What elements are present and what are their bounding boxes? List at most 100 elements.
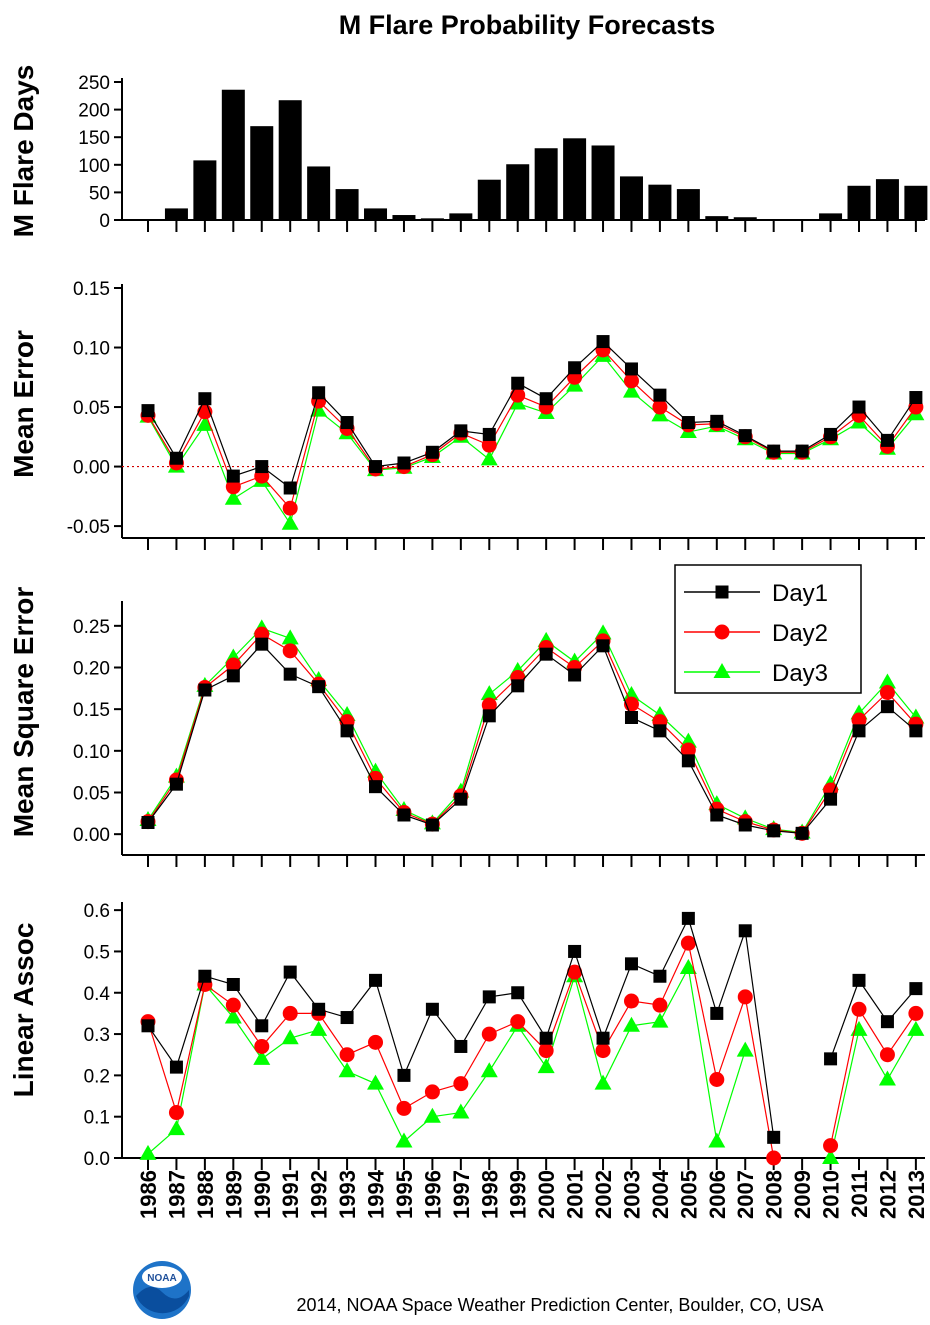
x-tick-label: 2009 — [790, 1170, 815, 1219]
point-day3-1997 — [452, 1103, 470, 1119]
point-day3-1998 — [480, 450, 498, 466]
point-day1-1992 — [312, 1002, 326, 1016]
point-day1-1992 — [312, 386, 326, 400]
point-day3-1991 — [281, 629, 299, 645]
x-tick-label: 1997 — [449, 1170, 474, 1219]
point-day2-2011 — [851, 1001, 867, 1017]
point-day3-2000 — [537, 1058, 555, 1074]
point-day1-1986 — [141, 816, 155, 829]
point-day3-2003 — [622, 686, 640, 701]
legend: Day1 Day2 Day3 — [674, 564, 862, 694]
point-day3-1998 — [480, 685, 498, 701]
point-day1-1999 — [511, 376, 525, 390]
bar-2006 — [705, 216, 729, 220]
series-line — [829, 979, 917, 1060]
point-day2-2010 — [823, 1138, 839, 1154]
point-day1-2004 — [653, 388, 667, 402]
point-day3-2007 — [736, 1041, 754, 1057]
point-day1-2000 — [539, 1031, 553, 1045]
legend-label: Day3 — [772, 660, 828, 687]
series-day1 — [141, 637, 923, 840]
series-line — [829, 1007, 917, 1146]
point-day3-2003 — [622, 382, 640, 398]
point-day1-1996 — [425, 445, 439, 459]
point-day3-1995 — [395, 1132, 413, 1148]
point-day3-1991 — [281, 514, 299, 530]
point-day1-2012 — [880, 1015, 894, 1029]
x-tick-label: 1988 — [193, 1170, 218, 1219]
point-day3-1996 — [423, 1107, 441, 1123]
point-day1-2002 — [596, 1031, 610, 1045]
point-day1-2001 — [568, 944, 582, 958]
point-day1-1986 — [141, 1019, 155, 1033]
point-day1-1995 — [397, 456, 411, 470]
series-line — [147, 340, 917, 489]
x-tick-label: 2002 — [591, 1170, 616, 1219]
y-tick-label: 0 — [99, 211, 110, 232]
x-tick-label: 2004 — [648, 1169, 673, 1219]
point-day1-1996 — [425, 1002, 439, 1016]
point-day1-2010 — [824, 427, 838, 441]
point-day1-2004 — [653, 969, 667, 983]
point-day2-1999 — [510, 387, 526, 403]
y-tick-label: 0.00 — [73, 825, 110, 846]
x-tick-label: 2007 — [733, 1170, 758, 1219]
x-tick-label: 1990 — [250, 1170, 275, 1219]
y-tick-label: 0.05 — [73, 784, 110, 805]
point-day2-1996 — [424, 1084, 440, 1100]
y-axis-label: Mean Square Error — [8, 587, 39, 838]
bar-1988 — [193, 160, 217, 220]
y-tick-label: 0.10 — [73, 742, 110, 763]
series-line — [147, 643, 917, 834]
point-day2-2001 — [567, 964, 583, 980]
point-day3-1992 — [310, 1020, 328, 1036]
noaa-logo-text: NOAA — [147, 1273, 176, 1284]
point-day1-1997 — [454, 792, 468, 806]
x-tick-label: 1991 — [278, 1170, 303, 1219]
y-axis-label: Mean Error — [8, 330, 39, 478]
point-day1-2011 — [852, 724, 866, 738]
legend-label: Day1 — [772, 580, 828, 607]
point-day2-1998 — [481, 1026, 497, 1042]
point-day1-2007 — [738, 924, 752, 938]
bar-1995 — [392, 215, 416, 220]
point-day3-1987 — [167, 1120, 185, 1136]
series-day1 — [141, 335, 923, 495]
point-day1-1998 — [482, 990, 496, 1004]
y-tick-label: 0.4 — [84, 984, 111, 1005]
legend-box — [674, 564, 862, 694]
point-day2-1999 — [510, 1014, 526, 1030]
x-tick-label: 1994 — [364, 1169, 389, 1219]
x-tick-label: 2001 — [563, 1170, 588, 1219]
point-day1-1990 — [255, 637, 269, 651]
point-day2-1989 — [225, 997, 241, 1013]
point-day3-1991 — [281, 1029, 299, 1045]
series-day3 — [139, 346, 925, 530]
point-day1-2005 — [681, 754, 695, 768]
y-tick-label: 0.15 — [73, 700, 110, 721]
point-day1-2009 — [795, 444, 809, 458]
point-day2-2012 — [879, 1047, 895, 1063]
bar-2012 — [875, 179, 899, 220]
point-day2-1987 — [168, 1105, 184, 1121]
y-tick-label: -0.05 — [67, 517, 110, 538]
point-day1-1991 — [283, 481, 297, 495]
point-day1-1997 — [454, 1039, 468, 1053]
point-day1-1988 — [198, 683, 212, 697]
point-day3-1993 — [338, 1062, 356, 1078]
x-tick-label: 1996 — [420, 1170, 445, 1219]
point-day1-2003 — [624, 362, 638, 376]
point-day2-1991 — [282, 500, 298, 516]
bar-1997 — [449, 213, 473, 220]
series-day3 — [139, 958, 925, 1164]
point-day1-2012 — [880, 433, 894, 447]
point-day1-2000 — [539, 647, 553, 661]
point-day1-1994 — [369, 780, 383, 794]
y-tick-label: 0.00 — [73, 458, 110, 479]
point-day3-1989 — [224, 489, 242, 505]
point-day1-2002 — [596, 335, 610, 349]
series-day2 — [140, 935, 924, 1166]
point-day1-1989 — [226, 669, 240, 683]
y-tick-label: 0.1 — [84, 1108, 110, 1129]
